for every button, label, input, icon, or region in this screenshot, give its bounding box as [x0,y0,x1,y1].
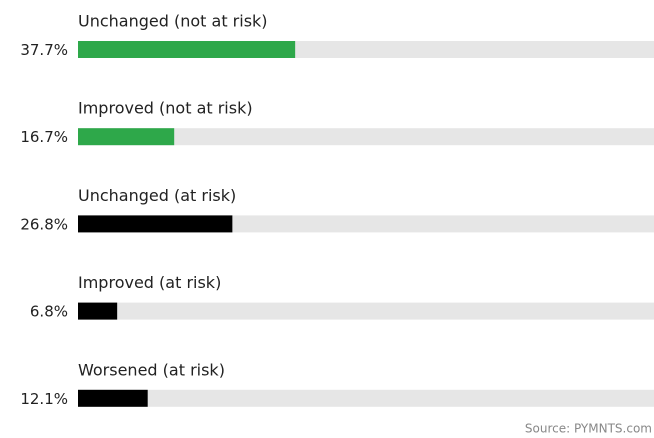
value-label: 12.1% [20,390,68,408]
category-label: Unchanged (not at risk) [78,12,268,31]
bar [78,41,296,58]
category-label: Improved (not at risk) [78,99,253,118]
value-label: 6.8% [30,303,68,321]
bar [78,389,148,407]
bar-track [78,302,654,320]
category-label: Improved (at risk) [78,273,221,292]
bar-track [78,128,654,146]
bar-track [78,389,654,407]
bar [78,302,118,320]
source: Source: PYMNTS.com [525,422,652,436]
value-label: 16.7% [20,128,68,146]
category-label: Worsened (at risk) [78,360,225,379]
value-label: 26.8% [20,215,68,233]
value-label: 37.7% [20,41,68,59]
bar [78,128,175,146]
bar [78,215,233,233]
category-label: Unchanged (at risk) [78,186,236,205]
